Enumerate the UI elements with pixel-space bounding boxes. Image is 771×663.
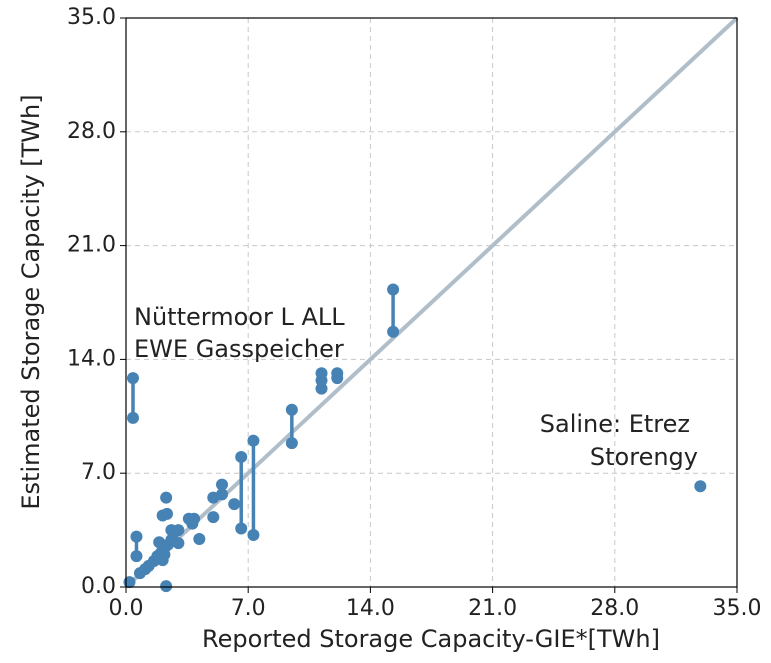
point <box>193 533 206 546</box>
y-tick-label: 21.0 <box>67 233 116 258</box>
x-tick-label: 14.0 <box>346 596 395 621</box>
point <box>160 580 173 593</box>
identity-line <box>124 16 739 589</box>
point <box>315 374 328 387</box>
range-high <box>387 283 400 296</box>
point <box>123 576 136 589</box>
range-low <box>130 550 143 563</box>
point <box>172 524 185 537</box>
y-tick-label: 0.0 <box>81 574 116 599</box>
y-tick-label: 35.0 <box>67 5 116 30</box>
plot-frame <box>125 17 738 588</box>
range-high <box>235 450 248 463</box>
range-low <box>235 522 248 535</box>
range-high <box>126 372 139 385</box>
range-high <box>285 403 298 416</box>
annotation: Saline: Etrez <box>540 410 690 438</box>
range-low <box>126 411 139 424</box>
y-tick-label: 28.0 <box>67 119 116 144</box>
range-high <box>130 530 143 543</box>
x-tick-label: 0.0 <box>109 596 144 621</box>
range-low <box>387 325 400 338</box>
range-low <box>285 437 298 450</box>
annotation: Storengy <box>590 443 698 471</box>
point <box>694 480 707 493</box>
point <box>167 533 180 546</box>
range-high <box>331 367 344 380</box>
point <box>160 491 173 504</box>
point <box>161 507 174 520</box>
range-high <box>247 434 260 447</box>
point <box>228 498 241 511</box>
y-tick-label: 7.0 <box>81 460 116 485</box>
annotation: EWE Gasspeicher <box>134 335 344 363</box>
x-tick-label: 35.0 <box>713 596 762 621</box>
x-axis-title: Reported Storage Capacity-GIE*[TWh] <box>202 625 660 653</box>
point <box>153 536 166 549</box>
point <box>216 478 229 491</box>
x-tick-label: 7.0 <box>231 596 266 621</box>
point <box>158 548 171 561</box>
y-tick-label: 14.0 <box>67 346 116 371</box>
point <box>216 488 229 501</box>
x-tick-label: 21.0 <box>468 596 517 621</box>
range-low <box>247 528 260 541</box>
y-axis-title: Estimated Storage Capacity [TWh] <box>17 94 45 509</box>
point <box>207 511 220 524</box>
annotation: Nüttermoor L ALL <box>134 303 345 331</box>
point <box>186 517 199 530</box>
x-tick-label: 28.0 <box>590 596 639 621</box>
